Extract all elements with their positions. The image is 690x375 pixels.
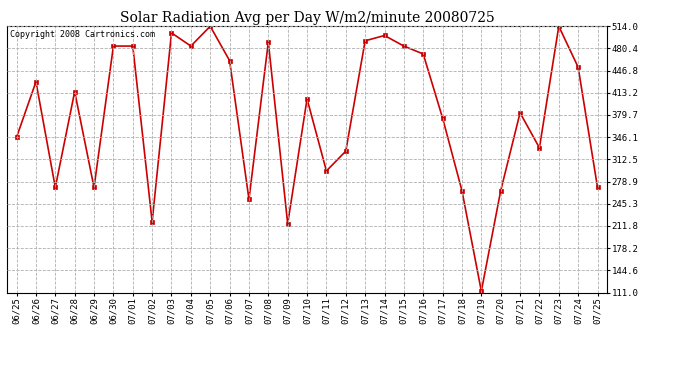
Text: Copyright 2008 Cartronics.com: Copyright 2008 Cartronics.com (10, 30, 155, 39)
Title: Solar Radiation Avg per Day W/m2/minute 20080725: Solar Radiation Avg per Day W/m2/minute … (119, 11, 495, 25)
